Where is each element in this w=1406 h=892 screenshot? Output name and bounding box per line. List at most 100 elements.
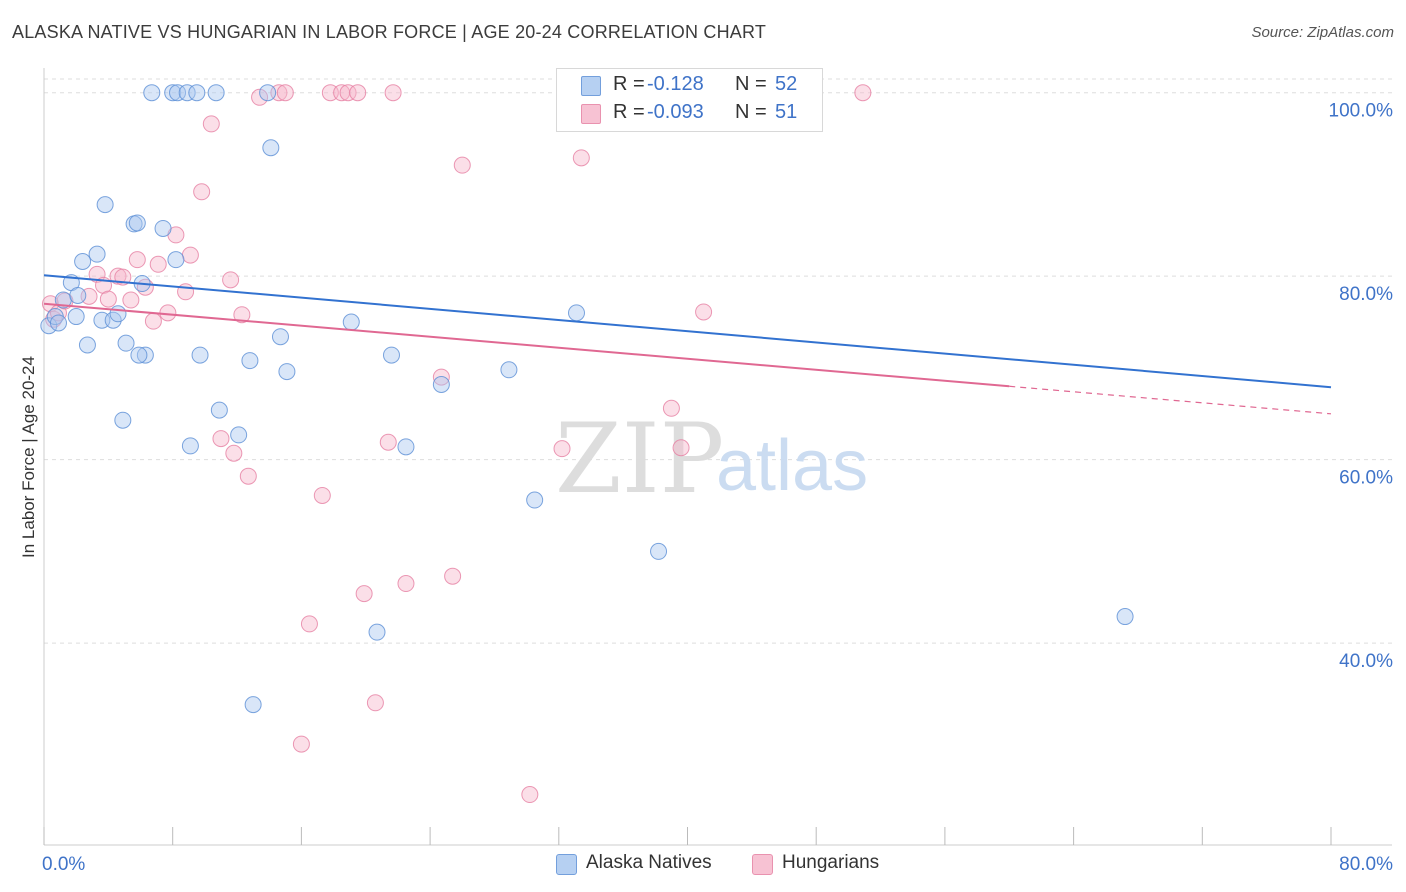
alaska-point xyxy=(244,696,262,714)
alaska-point xyxy=(259,84,277,102)
alaska-point xyxy=(69,286,87,304)
alaska-point xyxy=(432,375,450,393)
alaska-point xyxy=(67,308,85,326)
source-credit: Source: ZipAtlas.com xyxy=(1251,24,1394,41)
alaska-point xyxy=(181,437,199,455)
x-tick-label: 0.0% xyxy=(42,854,85,875)
hungarian-point xyxy=(339,84,357,102)
hungarian-point xyxy=(349,84,367,102)
hungarian-point xyxy=(553,440,571,458)
chart-title: ALASKA NATIVE VS HUNGARIAN IN LABOR FORC… xyxy=(12,22,767,42)
alaska-swatch xyxy=(581,76,601,96)
alaska-point xyxy=(342,313,360,331)
hungarian-point xyxy=(521,786,539,804)
hungarian-legend-label: Hungarians xyxy=(782,852,880,873)
watermark-zip: ZIP xyxy=(555,403,724,515)
alaska-point xyxy=(567,304,585,322)
alaska-point xyxy=(169,84,187,102)
hungarian-point xyxy=(144,312,162,330)
hungarian-point xyxy=(88,265,106,283)
n-value-alaska: 52 xyxy=(775,73,798,95)
alaska-point xyxy=(167,251,185,269)
series-alaska-natives xyxy=(40,84,1134,714)
series-hungarians xyxy=(41,84,872,804)
alaska-point xyxy=(130,346,148,364)
hungarian-point xyxy=(202,115,220,133)
hungarian-point xyxy=(572,149,590,167)
hungarian-point xyxy=(444,567,462,585)
alaska-point xyxy=(154,219,172,237)
y-tick-label: 40.0% xyxy=(1339,651,1393,672)
x-tick-label: 80.0% xyxy=(1339,854,1393,875)
alaska-trend-line xyxy=(43,274,1332,389)
hungarian-trend-line xyxy=(43,302,1010,388)
alaska-point xyxy=(188,84,206,102)
hungarian-point xyxy=(292,735,310,753)
alaska-point xyxy=(210,401,228,419)
alaska-point xyxy=(526,491,544,509)
hungarian-point xyxy=(99,290,117,308)
alaska-point xyxy=(230,426,248,444)
alaska-point xyxy=(136,346,154,364)
alaska-point xyxy=(382,346,400,364)
hungarian-point xyxy=(300,615,318,633)
hungarian-point xyxy=(251,88,269,106)
alaska-point xyxy=(397,438,415,456)
hungarian-point xyxy=(854,84,872,102)
hungarian-point xyxy=(672,439,690,457)
y-tick-label: 100.0% xyxy=(1329,101,1394,122)
alaska-legend-swatch xyxy=(556,854,577,875)
hungarian-point xyxy=(149,255,167,273)
hungarian-point xyxy=(432,368,450,386)
alaska-point xyxy=(271,328,289,346)
hungarian-point xyxy=(181,246,199,264)
hungarian-point xyxy=(379,433,397,451)
alaska-legend-label: Alaska Natives xyxy=(586,852,712,873)
hungarian-point xyxy=(313,486,331,504)
r-value-alaska: -0.128 xyxy=(647,73,704,95)
hungarian-point xyxy=(128,251,146,269)
correlation-legend: R = -0.128 N = 52 R = -0.093 N = 51 xyxy=(556,68,823,132)
alaska-point xyxy=(368,623,386,641)
hungarian-legend-swatch xyxy=(752,854,773,875)
alaska-point xyxy=(74,253,92,271)
hungarian-point xyxy=(212,430,230,448)
hungarian-point xyxy=(384,84,402,102)
r-label: R = xyxy=(613,101,645,123)
hungarian-point xyxy=(355,585,373,603)
alaska-point xyxy=(500,361,518,379)
alaska-point xyxy=(191,346,209,364)
hungarian-point xyxy=(193,183,211,201)
alaska-point xyxy=(278,363,296,381)
trend-lines xyxy=(43,274,1332,415)
alaska-point xyxy=(241,352,259,370)
alaska-point xyxy=(1116,608,1134,626)
hungarian-point xyxy=(122,291,140,309)
alaska-point xyxy=(49,314,67,332)
n-value-hungarian: 51 xyxy=(775,101,798,123)
watermark-atlas: atlas xyxy=(716,426,868,506)
n-label: N = xyxy=(735,101,767,123)
watermark: ZIP atlas xyxy=(555,403,868,515)
axes xyxy=(43,68,1392,846)
hungarian-point xyxy=(366,694,384,712)
hungarian-swatch xyxy=(581,104,601,124)
alaska-point xyxy=(128,214,146,232)
alaska-point xyxy=(143,84,161,102)
tick-labels: 100.0% 80.0% 60.0% 40.0% 0.0% 80.0% xyxy=(42,101,1393,875)
hungarian-trend-extension xyxy=(1009,385,1332,415)
hungarian-point xyxy=(397,575,415,593)
r-value-hungarian: -0.093 xyxy=(647,101,704,123)
hungarian-point xyxy=(239,467,257,485)
alaska-point xyxy=(78,336,96,354)
hungarian-point xyxy=(276,84,294,102)
hungarian-point xyxy=(222,271,240,289)
alaska-point xyxy=(109,305,127,323)
hungarian-point xyxy=(453,156,471,174)
alaska-point xyxy=(164,84,182,102)
r-label: R = xyxy=(613,73,645,95)
hungarian-point xyxy=(233,306,251,324)
alaska-point xyxy=(207,84,225,102)
hungarian-point xyxy=(695,303,713,321)
